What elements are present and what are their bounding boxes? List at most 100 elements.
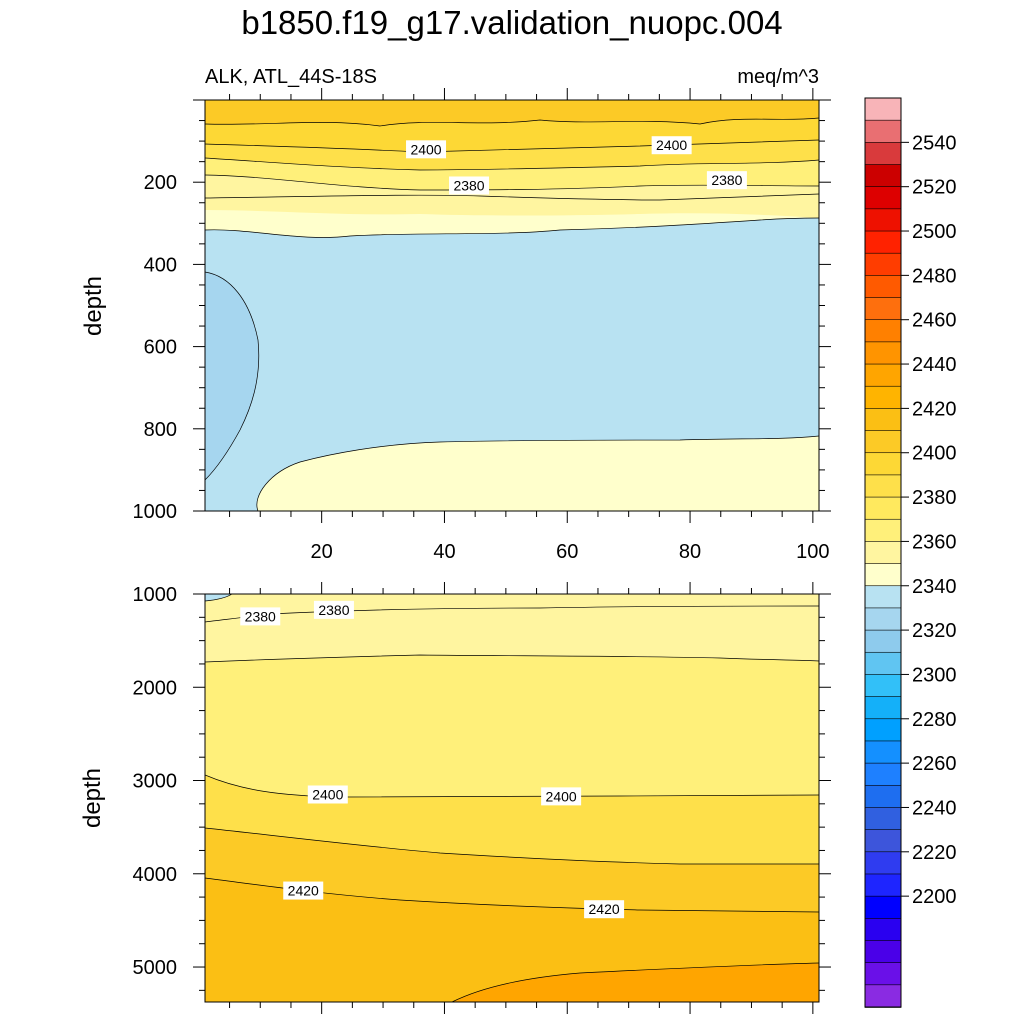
contour-label: 2400 <box>312 787 343 803</box>
x-tick-label: 80 <box>679 541 701 563</box>
y-tick-label: 800 <box>144 419 177 441</box>
top-fill-blue <box>205 272 259 480</box>
x-tick-label: 100 <box>796 541 829 563</box>
y-tick-label: 400 <box>144 254 177 276</box>
bottom-contour-labels: 2380 2380 2400 2400 2420 2420 <box>240 600 625 919</box>
y-tick-label: 2000 <box>133 677 178 699</box>
colorbar-label: 2240 <box>912 797 957 819</box>
colorbar-label: 2340 <box>912 576 957 598</box>
contour-label-box <box>240 607 281 626</box>
colorbar-swatch <box>864 718 902 742</box>
contour-label-box <box>584 900 625 919</box>
units-label: meq/m^3 <box>737 66 819 88</box>
contour-label: 2380 <box>711 172 742 188</box>
contour-label-box <box>651 136 692 155</box>
colorbar-swatch <box>864 97 902 121</box>
colorbar-swatch <box>864 962 902 986</box>
contour-label: 2400 <box>656 137 687 153</box>
colorbar-swatch <box>864 873 902 897</box>
colorbar-swatch <box>864 385 902 410</box>
colorbar-swatch <box>864 607 902 631</box>
y-tick-label: 200 <box>144 172 177 194</box>
y-tick-label: 3000 <box>133 771 178 793</box>
variable-region-label: ALK, ATL_44S-18S <box>205 66 377 88</box>
top-fill-yellow-pale <box>205 175 819 200</box>
colorbar-swatch <box>864 851 902 875</box>
bottom-panel-frame <box>204 593 820 1003</box>
contour-label: 2400 <box>546 788 577 804</box>
colorbar-swatch <box>864 895 902 920</box>
bottom-ylabel: depth <box>79 768 106 828</box>
colorbar-swatch <box>864 452 902 476</box>
colorbar-label: 2220 <box>912 842 957 864</box>
colorbar-label: 2540 <box>912 132 957 154</box>
contour-label: 2380 <box>318 602 349 618</box>
colorbar-label: 2480 <box>912 265 957 287</box>
top-fill-orange <box>205 100 819 126</box>
y-tick-label: 1000 <box>133 501 178 523</box>
colorbar-swatch <box>864 585 902 609</box>
colorbar-label: 2520 <box>912 177 957 199</box>
colorbar-swatch <box>864 297 902 321</box>
colorbar-swatch <box>864 918 902 942</box>
colorbar-swatch <box>864 319 902 343</box>
contour-label: 2380 <box>453 177 484 193</box>
colorbar-swatch <box>864 430 902 454</box>
colorbar-swatch <box>864 341 902 365</box>
colorbar-swatch <box>864 275 902 299</box>
contour-label-box <box>406 140 447 159</box>
colorbar-swatch <box>864 762 902 787</box>
top-fill-light-blue <box>205 218 819 511</box>
colorbar-swatch <box>864 563 902 587</box>
bottom-panel-fills <box>205 594 819 1002</box>
colorbar-swatch <box>864 252 902 277</box>
top-axes: 20 40 60 80 100 200 400 600 800 1000 <box>133 88 831 563</box>
colorbar-label: 2360 <box>912 531 957 553</box>
top-contour-labels: 2400 2400 2380 2380 <box>406 136 747 195</box>
colorbar-label: 2380 <box>912 487 957 509</box>
colorbar-swatch <box>864 740 902 764</box>
colorbar-swatch <box>864 119 902 144</box>
colorbar-swatch <box>864 541 902 565</box>
colorbar-swatch <box>864 784 902 809</box>
colorbar-swatch <box>864 984 902 1008</box>
contour-label: 2420 <box>288 883 319 899</box>
colorbar-swatch <box>864 518 902 543</box>
colorbar-label: 2280 <box>912 709 957 731</box>
colorbar-swatch <box>864 651 902 676</box>
colorbar-label: 2460 <box>912 310 957 332</box>
bottom-axes: 1000 2000 3000 4000 5000 <box>133 582 831 1014</box>
colorbar-swatch <box>864 940 902 964</box>
x-tick-label: 60 <box>556 541 578 563</box>
chart-title: b1850.f19_g17.validation_nuopc.004 <box>241 4 782 41</box>
contour-label: 2380 <box>245 608 276 624</box>
colorbar-swatch <box>864 186 902 210</box>
contour-label: 2400 <box>410 141 441 157</box>
colorbar-swatch <box>864 474 902 498</box>
colorbar-swatch <box>864 208 902 232</box>
y-tick-label: 5000 <box>133 957 178 979</box>
y-tick-label: 1000 <box>133 584 178 606</box>
colorbar-frame <box>864 97 902 1008</box>
colorbar-swatch <box>864 829 902 853</box>
colorbar-label: 2300 <box>912 664 957 686</box>
bottom-fill-light-blue <box>205 594 232 601</box>
colorbar-label: 2200 <box>912 886 957 908</box>
contour-label-box <box>283 881 324 900</box>
top-ylabel: depth <box>80 276 107 336</box>
top-fill-yellow <box>205 158 819 190</box>
colorbar-swatch <box>864 408 902 432</box>
top-panel-fills <box>205 100 819 511</box>
colorbar-swatch <box>864 629 902 654</box>
colorbar-label: 2320 <box>912 620 957 642</box>
x-tick-label: 40 <box>433 541 455 563</box>
colorbar-label: 2440 <box>912 354 957 376</box>
colorbar-label: 2260 <box>912 753 957 775</box>
bottom-fill-orange-deep <box>452 963 819 1002</box>
contour-label-box <box>541 787 582 806</box>
colorbar-swatch <box>864 807 902 831</box>
colorbar-label: 2400 <box>912 443 957 465</box>
colorbar: 2540 2520 2500 2480 2460 2440 2420 2400 2380 2360… <box>864 97 957 1008</box>
contour-label: 2420 <box>589 901 620 917</box>
